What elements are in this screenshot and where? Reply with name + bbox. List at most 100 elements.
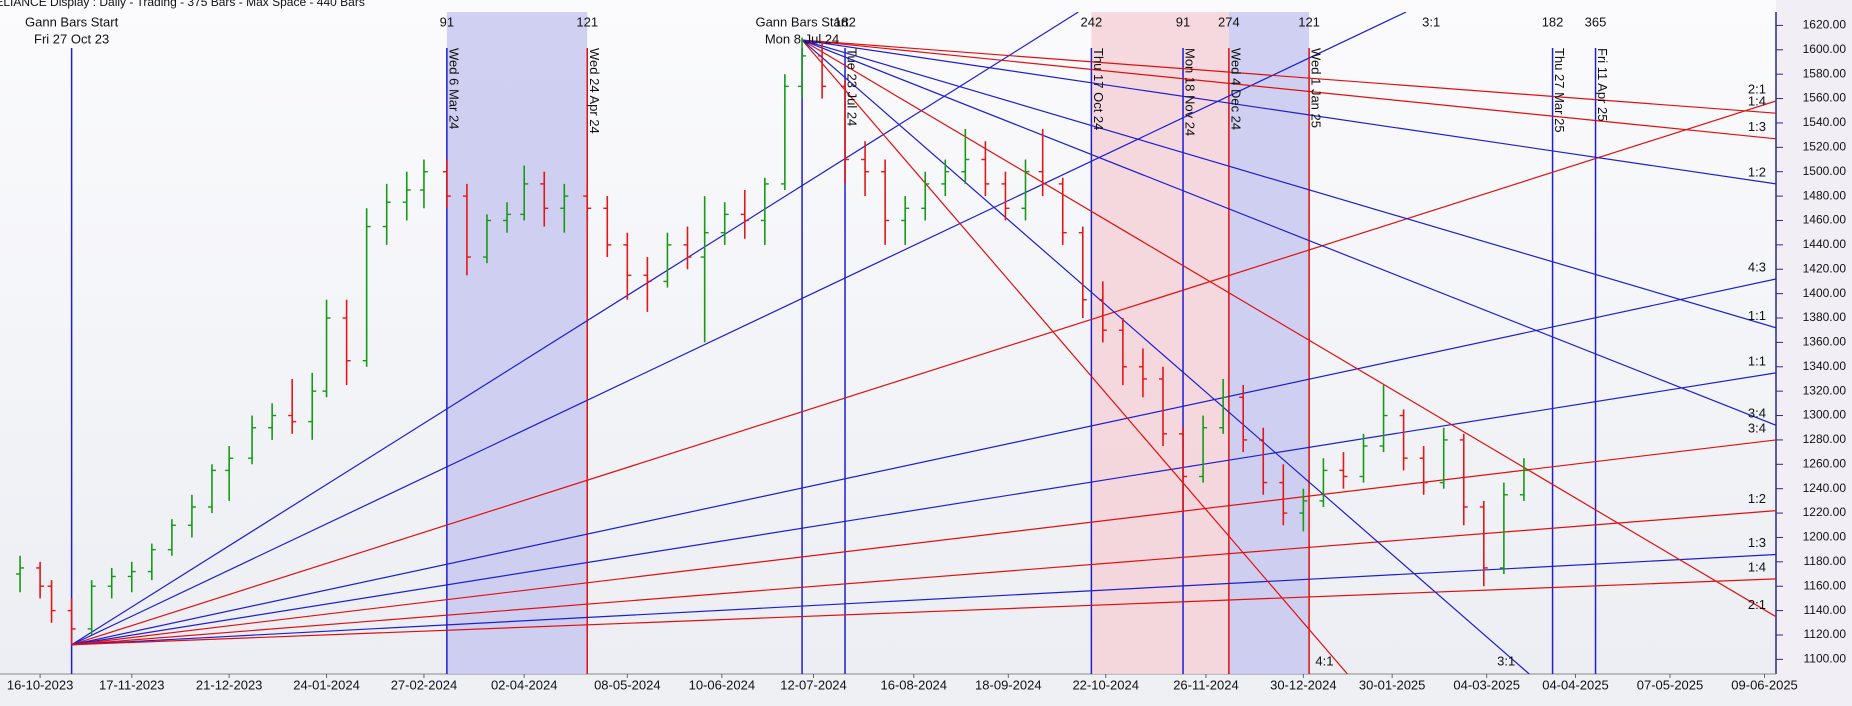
y-tick-label: 1380.00 [1803,310,1847,324]
y-tick-label: 1560.00 [1803,91,1847,105]
y-tick-label: 1480.00 [1803,188,1847,202]
y-tick-label: 1600.00 [1803,42,1847,56]
y-tick-label: 1260.00 [1803,456,1847,470]
gann-fan-line [71,100,1776,646]
gann-fan-line [802,39,1776,114]
time-line-label: Mon 18 Nov 24 [1183,48,1198,136]
gann-fan-label: 1:2 [1748,491,1766,506]
y-tick-label: 1540.00 [1803,115,1847,129]
y-tick-label: 1120.00 [1804,627,1847,641]
gann-fan-label: 4:3 [1748,259,1766,274]
y-tick-label: 1420.00 [1803,261,1847,275]
y-tick-label: 1320.00 [1803,383,1847,397]
x-tick-label: 18-09-2024 [975,677,1042,692]
gann-fan-label: 2:1 [1748,81,1766,96]
y-tick-label: 1400.00 [1803,286,1847,300]
gann-fan-line [801,39,1776,426]
time-line-count: 91 [440,14,454,29]
y-tick-label: 1160.00 [1804,578,1847,592]
gann-start-title: Gann Bars Start [25,14,119,29]
time-line-count: 91 [1176,14,1190,29]
y-tick-label: 1620.00 [1803,18,1847,32]
gann-fan-line [801,39,1776,185]
x-tick-label: 16-10-2023 [7,677,74,692]
gann-fan-line [802,39,1776,140]
time-band [1228,12,1310,674]
x-tick-label: 22-10-2024 [1072,677,1139,692]
y-tick-label: 1220.00 [1803,505,1847,519]
x-tick-label: 26-11-2024 [1173,677,1239,692]
y-tick-label: 1300.00 [1803,408,1847,422]
gann-fan-line [71,278,1776,646]
y-tick-label: 1460.00 [1803,213,1847,227]
gann-fan-label: 4:1 [1315,653,1333,668]
y-tick-label: 1180.00 [1804,554,1847,568]
x-tick-label: 08-05-2024 [594,677,661,692]
time-line-label: Wed 6 Mar 24 [446,48,461,129]
gann-fan-label: 3:4 [1748,420,1766,435]
x-tick-label: 12-07-2024 [780,677,847,692]
time-band [446,12,588,674]
time-line-count: 121 [1298,14,1320,29]
x-tick-label: 30-01-2025 [1359,677,1426,692]
y-tick-label: 1440.00 [1803,237,1847,251]
x-tick-label: 10-06-2024 [689,677,756,692]
time-line-count: 365 [1585,14,1607,29]
time-line-count: 182 [1542,14,1564,29]
y-tick-label: 1200.00 [1803,530,1847,544]
x-tick-label: 02-04-2024 [491,677,558,692]
x-tick-label: 09-06-2025 [1731,677,1798,692]
gann-fan-label: 1:3 [1748,119,1766,134]
gann-fan-label: 3:1 [1422,14,1440,29]
time-line-label: Tue 23 Jul 24 [845,48,860,126]
time-line-count: 242 [1081,14,1103,29]
gann-fan-label: 2:1 [1748,597,1766,612]
gann-fan-label: 1:2 [1748,164,1766,179]
x-tick-label: 24-01-2024 [293,677,360,692]
gann-fan-line [71,372,1776,646]
gann-fan-line [71,439,1776,646]
gann-start-title: Gann Bars Start [755,14,849,29]
gann-fan-line [71,553,1776,646]
gann-fan-line [801,39,1348,674]
x-tick-label: 27-02-2024 [391,677,458,692]
y-tick-label: 1580.00 [1803,66,1847,80]
x-tick-label: 04-04-2025 [1542,677,1609,692]
y-tick-label: 1520.00 [1803,139,1847,153]
y-tick-label: 1500.00 [1803,164,1847,178]
price-axis-background [1776,0,1852,706]
gann-fan-label: 3:4 [1748,406,1766,421]
time-line-label: Wed 4 Dec 24 [1228,48,1243,130]
x-tick-label: 30-12-2024 [1270,677,1337,692]
x-tick-label: 07-05-2025 [1637,677,1704,692]
gann-fan-line [801,39,1530,674]
time-line-count: 182 [834,14,856,29]
x-tick-label: 16-08-2024 [881,677,948,692]
gann-start-date: Fri 27 Oct 23 [34,31,109,46]
gann-fan-line [801,39,1776,329]
time-line-count: 274 [1218,14,1240,29]
gann-fan-label: 1:1 [1748,308,1766,323]
gann-fan-label: 1:3 [1748,535,1766,550]
date-axis-background [0,674,1776,706]
y-tick-label: 1240.00 [1803,481,1847,495]
time-line-label: Fri 11 Apr 25 [1595,48,1610,121]
gann-fan-label: 1:4 [1748,559,1766,574]
time-line-label: Thu 17 Oct 24 [1091,48,1106,130]
gann-fan-label: 1:4 [1748,94,1766,109]
y-tick-label: 1280.00 [1803,432,1847,446]
y-tick-label: 1100.00 [1804,652,1847,666]
time-line-label: Wed 1 Jan 25 [1309,48,1324,128]
y-tick-label: 1340.00 [1803,359,1847,373]
gann-fan-line [71,510,1776,646]
header-text: e : RELIANCE Display : Daily - Trading -… [0,0,365,9]
y-tick-label: 1360.00 [1803,335,1847,349]
gann-fan-label: 3:1 [1497,653,1515,668]
x-tick-label: 21-12-2023 [196,677,263,692]
gann-fan-line [71,12,1407,646]
gann-fan-line [801,39,1776,618]
plot-background [0,0,1776,674]
gann-fan-line [71,578,1776,646]
time-band [1091,12,1229,674]
